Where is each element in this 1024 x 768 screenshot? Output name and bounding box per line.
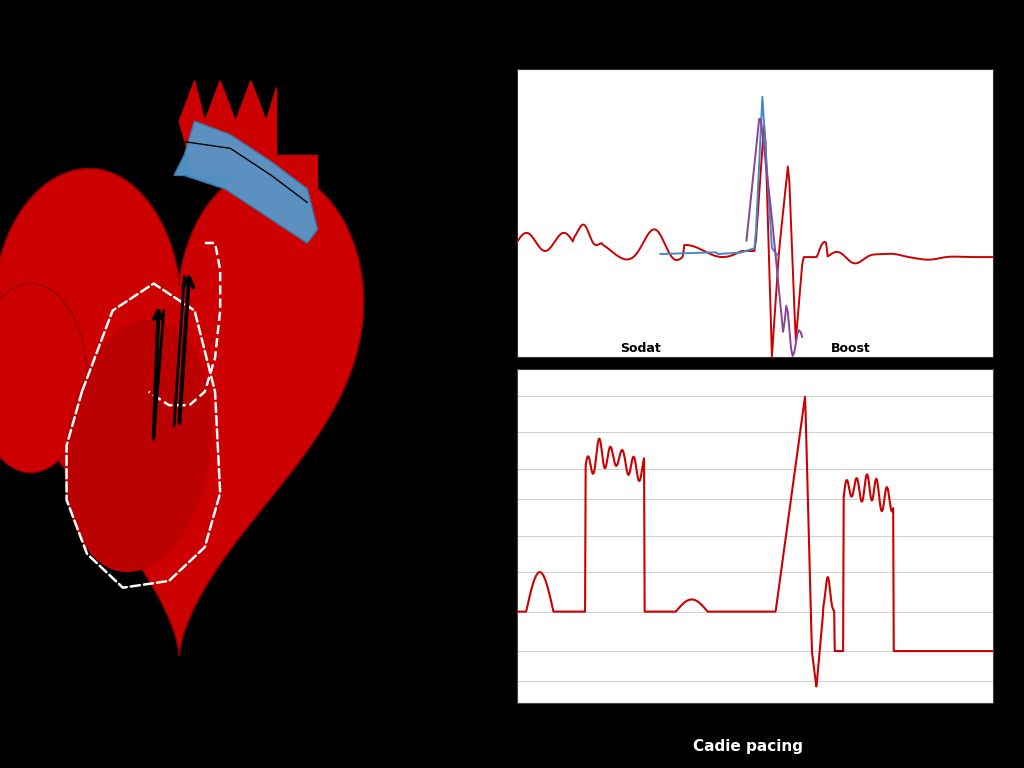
Polygon shape — [179, 81, 276, 175]
Text: Boost: Boost — [830, 343, 870, 356]
Text: Cadie pacing: Cadie pacing — [692, 739, 803, 754]
Title: Stroke testrigint: Stroke testrigint — [684, 53, 826, 68]
Polygon shape — [0, 169, 364, 655]
Ellipse shape — [0, 283, 87, 473]
Ellipse shape — [65, 319, 212, 572]
Polygon shape — [287, 189, 307, 216]
Polygon shape — [174, 121, 317, 243]
Polygon shape — [276, 155, 317, 203]
Text: Sodat: Sodat — [621, 343, 662, 356]
